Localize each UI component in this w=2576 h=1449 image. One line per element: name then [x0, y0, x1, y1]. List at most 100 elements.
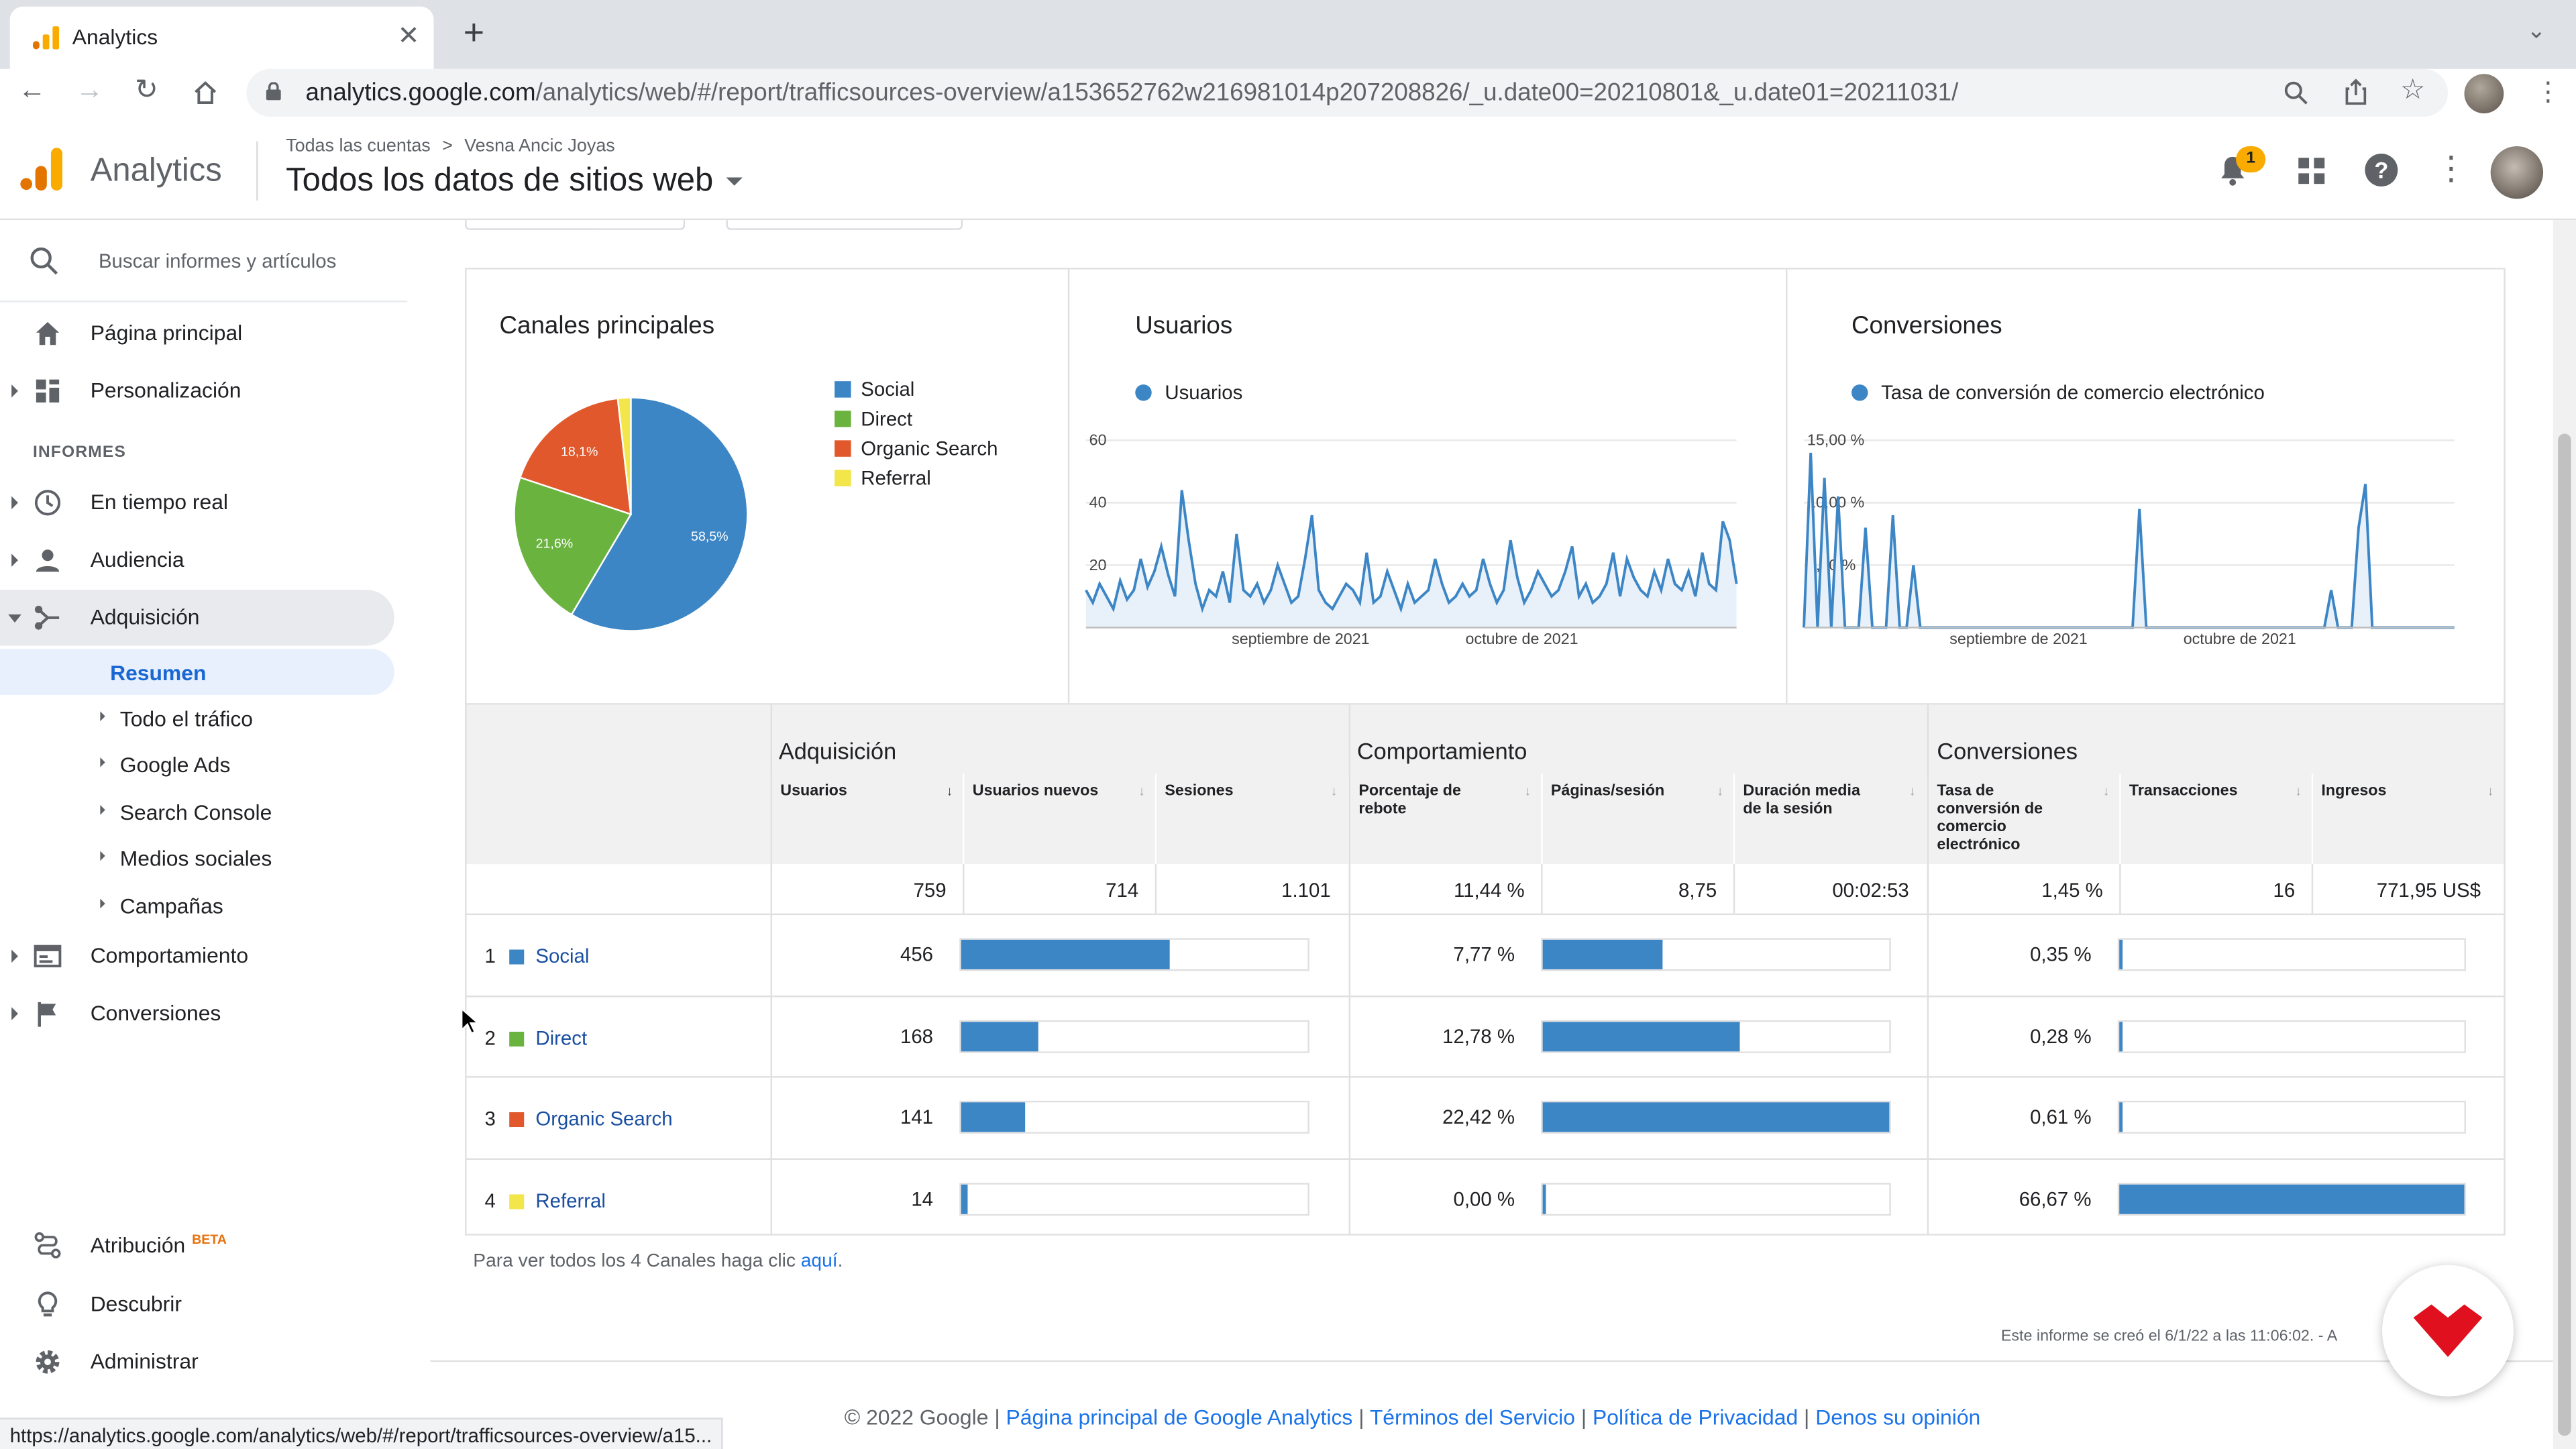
scrollbar-thumb[interactable] [2558, 433, 2571, 1436]
row-conversion-bar [2117, 1100, 2466, 1134]
col-new-users[interactable]: Usuarios nuevos ↓ [963, 773, 1155, 865]
col-avg-session-duration[interactable]: Duración media de la sesión ↓ [1733, 773, 1926, 865]
browser-profile-avatar[interactable] [2464, 74, 2504, 113]
address-bar[interactable]: analytics.google.com/analytics/web/#/rep… [246, 68, 2449, 117]
zoom-icon[interactable] [2284, 80, 2308, 105]
row-channel-link[interactable]: Organic Search [535, 1107, 673, 1130]
analytics-logo-icon[interactable] [19, 148, 63, 191]
tab-search-chevron-icon[interactable]: ⌄ [2526, 16, 2546, 43]
sidebar-item-discover[interactable]: Descubrir [0, 1277, 394, 1332]
page-scrollbar[interactable] [2553, 220, 2576, 1449]
legend-referral[interactable]: Referral [835, 467, 931, 490]
view-selector[interactable]: Todos los datos de sitios web [286, 162, 743, 200]
back-arrow-icon[interactable]: ← [17, 74, 46, 105]
footer-separator: | [994, 1404, 1000, 1430]
conversion-rate-line-chart[interactable]: 15,00 %10,00 %5,00 %septiembre de 2021 oc… [1788, 417, 2504, 647]
row-conversion-value: 0,61 % [2030, 1106, 2092, 1129]
row-channel-link[interactable]: Referral [535, 1188, 606, 1212]
browser-menu-icon[interactable]: ⋮ [2534, 78, 2561, 107]
sidebar-subitem-search-console[interactable]: Search Console [0, 789, 394, 835]
col-ecommerce-conversion-rate[interactable]: Tasa de conversión de comercio electróni… [1927, 773, 2120, 865]
lock-icon [266, 82, 281, 101]
top-channels-pie-chart[interactable]: 58,5% 21,6% 18,1% [496, 394, 766, 635]
sidebar-subitem-overview[interactable]: Resumen [0, 649, 394, 695]
help-icon[interactable]: ? [2364, 153, 2398, 187]
pie-slice-referral[interactable] [616, 396, 632, 515]
control-button-stub[interactable] [726, 220, 963, 230]
sidebar-subitem-social[interactable]: Medios sociales [0, 835, 394, 881]
sidebar-item-realtime[interactable]: En tiempo real [0, 475, 394, 531]
users-line-chart[interactable]: 60 40 20 septiembre de 2021 octubre de 2021 [1069, 417, 1787, 647]
row-conversion-bar [2117, 1019, 2466, 1053]
column-divider [1348, 704, 1351, 1236]
sidebar-subitem-campaigns[interactable]: Campañas [0, 882, 394, 928]
reload-icon[interactable]: ↻ [134, 74, 158, 105]
brand-heart-logo-icon [2413, 1304, 2483, 1357]
col-sessions[interactable]: Sesiones ↓ [1155, 773, 1348, 865]
row-channel-link[interactable]: Social [535, 945, 590, 968]
footer-link-terms[interactable]: Términos del Servicio [1369, 1404, 1575, 1430]
footer-link-home[interactable]: Página principal de Google Analytics [1006, 1404, 1353, 1430]
row-users-value: 168 [900, 1024, 934, 1048]
tab-close-icon[interactable]: ✕ [397, 23, 420, 51]
attribution-icon [34, 1232, 61, 1258]
new-tab-icon[interactable]: + [463, 11, 485, 53]
see-all-link[interactable]: aquí [800, 1252, 838, 1272]
home-icon[interactable] [193, 80, 219, 105]
sidebar-item-acquisition[interactable]: Adquisición [0, 590, 394, 646]
mouse-cursor-icon [460, 1007, 480, 1035]
beta-badge: BETA [192, 1232, 227, 1247]
floating-action-button[interactable] [2382, 1265, 2514, 1397]
apps-grid-icon[interactable] [2298, 158, 2325, 184]
col-bounce-rate[interactable]: Porcentaje de rebote ↓ [1348, 773, 1542, 865]
sidebar-item-admin[interactable]: Administrar [0, 1334, 394, 1390]
pie-value-label-organic-search: 18,1% [561, 444, 598, 459]
sidebar-item-customization[interactable]: Personalización [0, 363, 394, 419]
lightbulb-icon [38, 1291, 58, 1317]
sidebar-search[interactable]: Buscar informes y artículos [0, 220, 408, 303]
legend-organic-search[interactable]: Organic Search [835, 437, 998, 460]
user-avatar[interactable] [2490, 146, 2544, 199]
sidebar-subitem-label: Campañas [119, 894, 223, 918]
pie-slice-direct[interactable] [513, 476, 633, 616]
sidebar-subitem-google-ads[interactable]: Google Ads [0, 741, 394, 787]
expand-caret-icon [11, 496, 18, 510]
col-pages-per-session[interactable]: Páginas/sesión ↓ [1541, 773, 1733, 865]
sidebar-item-behavior[interactable]: Comportamiento [0, 928, 394, 984]
forward-arrow-icon[interactable]: → [75, 74, 104, 105]
sidebar-item-conversions[interactable]: Conversiones [0, 985, 394, 1041]
sidebar-item-audience[interactable]: Audiencia [0, 532, 394, 588]
col-label: Sesiones [1165, 782, 1234, 800]
col-transactions[interactable]: Transacciones ↓ [2119, 773, 2312, 865]
footer-divider [430, 1360, 2553, 1362]
bookmark-star-icon[interactable]: ☆ [2400, 74, 2426, 105]
table-row-direct: 2 Direct 168 12,78 % 0,28 % [466, 994, 2504, 1077]
sidebar-item-attribution[interactable]: Atribución BETA [0, 1218, 394, 1273]
pie-slice-social[interactable] [570, 396, 749, 632]
row-channel-link[interactable]: Direct [535, 1026, 588, 1049]
sidebar-subitem-all-traffic[interactable]: Todo el tráfico [0, 695, 394, 741]
legend-social[interactable]: Social [835, 378, 914, 401]
row-users-value: 456 [900, 943, 934, 967]
more-options-icon[interactable]: ⋮ [2434, 151, 2468, 188]
control-button-stub[interactable] [465, 220, 686, 230]
row-color-swatch [509, 1193, 525, 1209]
legend-label: Direct [861, 407, 913, 431]
conversion-chart-y-tick-label: 10,00 % [1807, 494, 1864, 511]
pie-slice-organic-search[interactable] [519, 397, 632, 516]
legend-direct[interactable]: Direct [835, 407, 913, 431]
col-users[interactable]: Usuarios ↓ [770, 773, 963, 865]
account-breadcrumb[interactable]: Todas las cuentas > Vesna Ancic Joyas [286, 136, 615, 156]
users-legend: Usuarios [1135, 381, 1242, 404]
expand-caret-icon [11, 553, 18, 567]
legend-swatch [835, 381, 851, 398]
product-name[interactable]: Analytics [90, 152, 222, 189]
browser-tab[interactable]: Analytics ✕ [9, 6, 434, 69]
users-chart-area [1085, 490, 1737, 628]
col-revenue[interactable]: Ingresos ↓ [2311, 773, 2504, 865]
footer-link-feedback[interactable]: Denos su opinión [1815, 1404, 1981, 1430]
footer-link-privacy[interactable]: Política de Privacidad [1592, 1404, 1799, 1430]
share-icon[interactable] [2345, 78, 2367, 105]
users-chart-series-line[interactable] [1085, 490, 1738, 614]
sidebar-item-home[interactable]: Página principal [0, 306, 394, 362]
